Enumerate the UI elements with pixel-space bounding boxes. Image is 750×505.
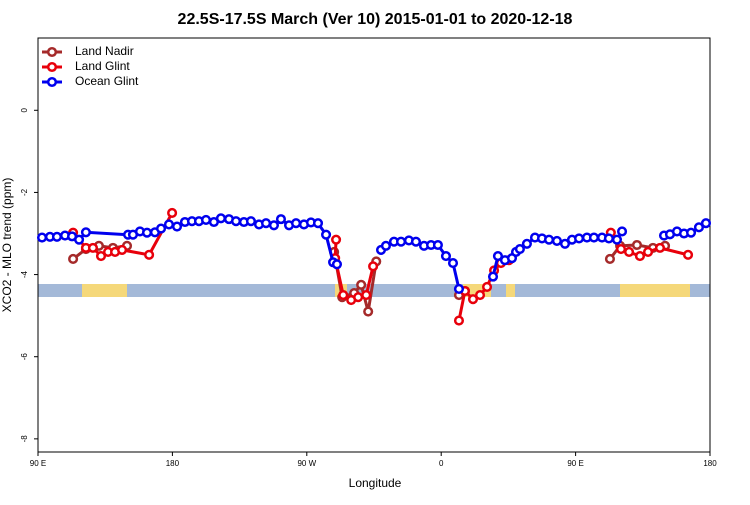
data-point (395, 236, 407, 247)
x-tick-label: 180 (703, 459, 717, 468)
data-point (447, 258, 459, 269)
y-tick-label: 0 (20, 108, 29, 113)
data-point (361, 290, 372, 301)
data-point (654, 242, 666, 253)
x-axis-label: Longitude (349, 476, 402, 490)
data-point (163, 219, 175, 230)
data-point (117, 244, 128, 255)
y-tick-label: -8 (20, 435, 29, 443)
data-point (87, 242, 99, 253)
data-point (700, 218, 712, 229)
data-point (611, 234, 623, 245)
data-point (321, 229, 332, 240)
legend-label: Land Glint (75, 59, 130, 73)
data-point (573, 233, 585, 244)
x-tick-label: 90 E (567, 459, 583, 468)
y-axis-label: XCO2 - MLO trend (ppm) (0, 178, 14, 313)
data-point (604, 253, 615, 265)
data-point (481, 281, 493, 292)
y-tick-label: -6 (20, 353, 29, 361)
data-point (200, 214, 212, 225)
data-point (631, 239, 643, 251)
data-point (268, 220, 279, 231)
data-point (51, 231, 63, 242)
data-point (682, 249, 694, 260)
data-point (215, 213, 226, 224)
data-point (230, 216, 242, 227)
data-point (156, 223, 167, 234)
y-tick-label: -4 (20, 270, 29, 278)
data-point (290, 218, 302, 229)
data-point (353, 292, 364, 303)
data-point (551, 235, 562, 246)
legend-label: Land Nadir (75, 44, 134, 58)
data-point (141, 227, 153, 238)
data-point (615, 244, 627, 255)
data-point (368, 261, 379, 272)
data-point (144, 249, 155, 260)
data-point (559, 238, 571, 249)
data-point (363, 306, 374, 317)
data-point (410, 236, 422, 247)
data-point (624, 246, 635, 258)
data-point (487, 271, 499, 282)
data-point (685, 227, 697, 238)
data-point (171, 221, 183, 232)
data-point (245, 216, 256, 227)
chart-title: 22.5S-17.5S March (Ver 10) 2015-01-01 to… (178, 11, 573, 28)
data-point (331, 259, 343, 270)
data-point (453, 315, 465, 326)
legend-marker (46, 46, 58, 58)
data-point (167, 207, 178, 219)
data-point (616, 226, 628, 237)
y-tick-label: -2 (20, 188, 29, 196)
legend-label: Ocean Glint (75, 74, 139, 88)
data-point (642, 246, 654, 258)
data-point (95, 251, 107, 262)
data-point (80, 227, 91, 238)
data-point (260, 218, 272, 229)
data-point (474, 290, 486, 301)
data-point (693, 222, 704, 233)
plot-frame (37, 37, 711, 453)
data-point (68, 253, 79, 265)
data-point (543, 234, 555, 245)
data-point (467, 294, 479, 305)
data-point (440, 251, 452, 262)
x-tick-label: 0 (439, 459, 444, 468)
x-tick-label: 90 E (30, 459, 46, 468)
data-point (432, 239, 443, 251)
data-point (331, 234, 342, 245)
data-point (338, 290, 349, 301)
data-point (36, 232, 48, 243)
surface-band (38, 284, 710, 297)
data-point (514, 244, 525, 255)
data-point (275, 214, 287, 225)
data-point (521, 238, 532, 249)
x-tick-label: 180 (166, 459, 180, 468)
legend-marker (46, 61, 58, 73)
x-tick-label: 90 W (297, 459, 316, 468)
data-point (453, 283, 465, 294)
legend-marker (46, 76, 58, 88)
data-point (603, 233, 614, 244)
data-point (312, 218, 324, 229)
data-point (588, 232, 600, 243)
data-point (492, 251, 503, 262)
data-point (356, 279, 367, 290)
data-point (74, 234, 85, 245)
data-point (380, 240, 391, 251)
data-point (634, 251, 646, 262)
